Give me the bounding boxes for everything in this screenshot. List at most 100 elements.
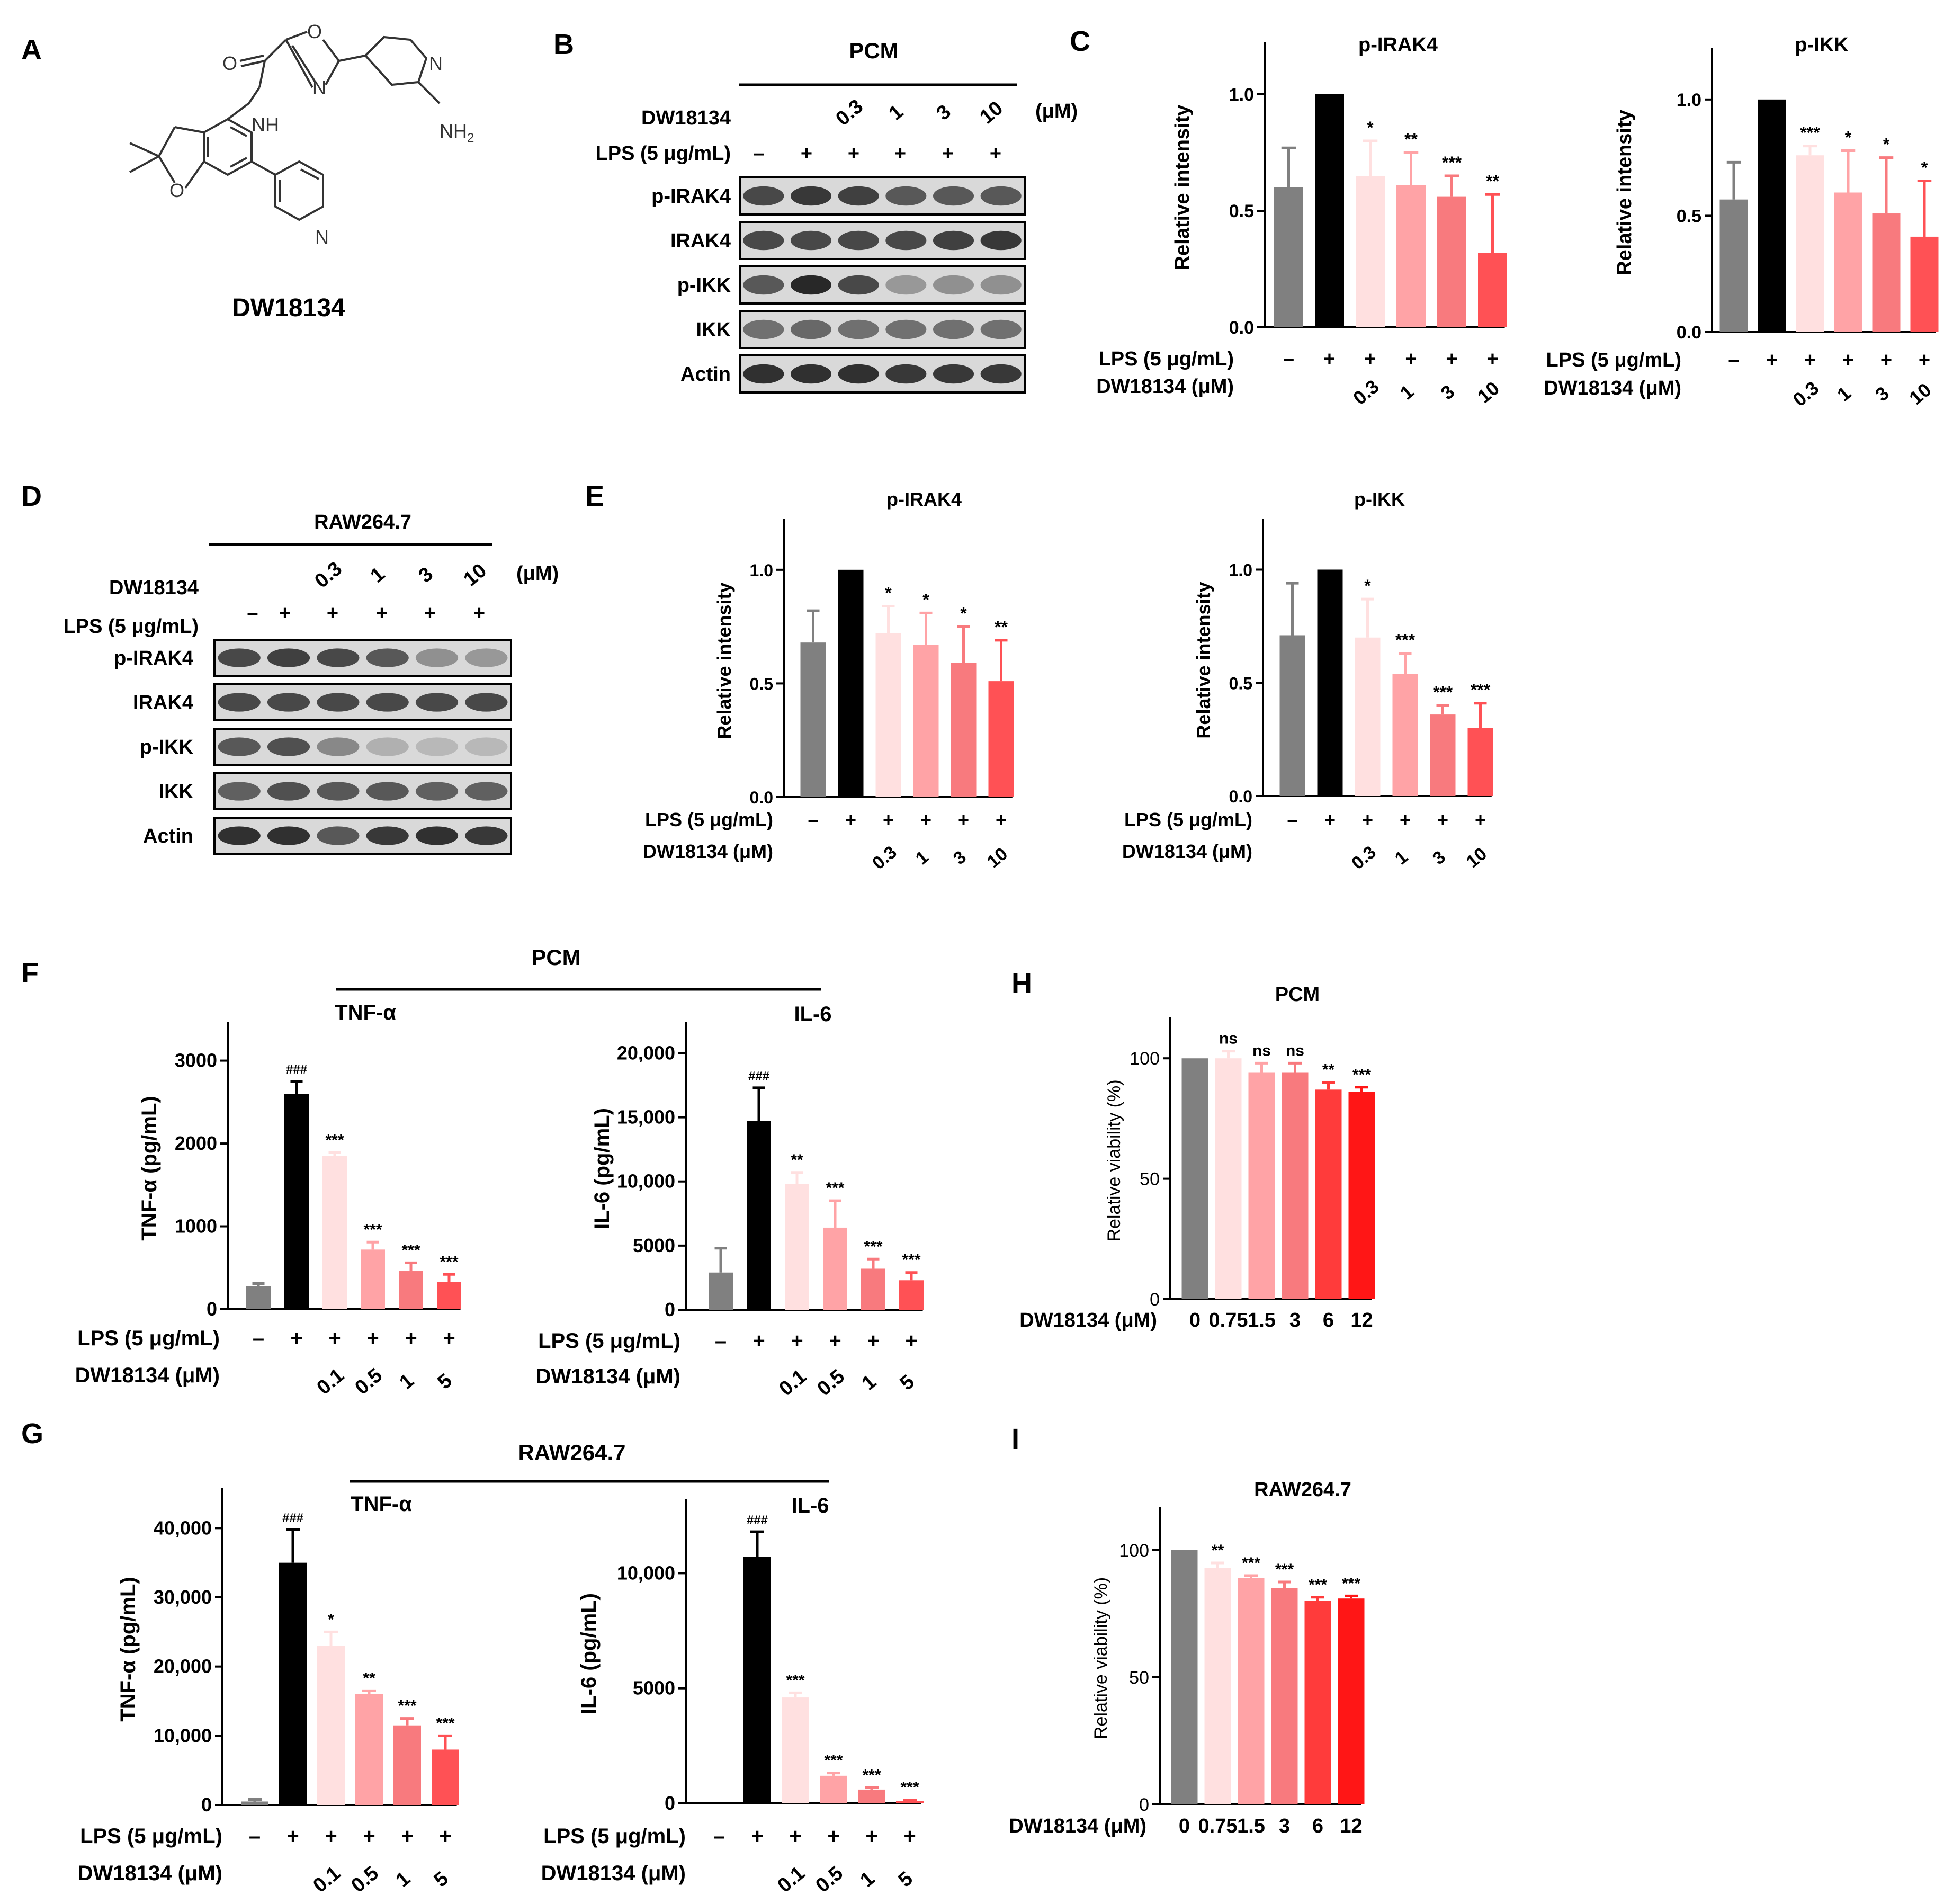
- atom-n-pyridine: N: [429, 52, 443, 74]
- x-lps-sign: –: [1728, 349, 1739, 371]
- blot-band: [465, 782, 508, 801]
- blot-band-label: p-IKK: [677, 274, 731, 297]
- panel-letter-f: F: [21, 957, 39, 989]
- blot-dose-label: 0.3: [832, 95, 867, 130]
- x-lps-sign: +: [1324, 809, 1336, 830]
- blot-lps-sign: +: [327, 602, 338, 624]
- chart-title: PCM: [1275, 984, 1320, 1006]
- blot-band-label: p-IKK: [140, 736, 194, 758]
- bar: [1356, 176, 1385, 327]
- blot-drug-label: DW18134: [641, 107, 731, 129]
- atom-n-oxazole: N: [312, 77, 326, 99]
- significance-label: ***: [1471, 681, 1491, 700]
- bar: [913, 645, 939, 797]
- blot-band: [366, 693, 409, 712]
- blot-cell-label: PCM: [849, 38, 898, 63]
- significance-label: ###: [282, 1511, 303, 1525]
- significance-label: **: [995, 618, 1008, 637]
- bar: [1315, 1089, 1342, 1299]
- group-header-raw: RAW264.7: [518, 1440, 625, 1465]
- y-tick-label: 0.0: [1229, 318, 1254, 338]
- blot-band: [790, 364, 832, 384]
- blot-band: [838, 319, 879, 339]
- x-dose-label: 10: [1463, 844, 1491, 872]
- y-axis-label: Relative intensity: [713, 582, 735, 739]
- bar: [838, 569, 864, 797]
- significance-label: ***: [1395, 631, 1416, 650]
- blot-band: [415, 693, 459, 712]
- significance-label: ###: [748, 1069, 769, 1084]
- x-lps-sign: +: [827, 1825, 839, 1848]
- chart-f-il6: IL-6 IL-6 (pg/mL) 0 5000 10,000 15,000 20,000 #…: [536, 1003, 924, 1400]
- blot-band: [415, 737, 459, 756]
- blot-bands: p-IRAK4 IRAK4 p-IKK IKK Actin: [114, 639, 512, 855]
- blot-band: [790, 275, 832, 295]
- y-axis-label: IL-6 (pg/mL): [590, 1108, 614, 1229]
- y-tick-label: 50: [1129, 1668, 1149, 1688]
- bar: [1758, 99, 1786, 333]
- bar: [1317, 569, 1343, 796]
- blot-band: [267, 693, 310, 712]
- y-axis-label: Relative intensity: [1171, 105, 1194, 271]
- blot-lps-label: LPS (5 μg/mL): [596, 142, 731, 165]
- chart-title: p-IKK: [1354, 488, 1405, 510]
- y-axis-label: Relative viability (%): [1104, 1079, 1124, 1241]
- significance-label: ***: [325, 1131, 344, 1149]
- significance-label: **: [363, 1669, 375, 1687]
- blot-pcm: PCM DW18134 (μM) LPS (5 μg/mL) 0.3 1 3 10 –…: [596, 38, 1078, 394]
- x-lps-sign: +: [1919, 349, 1930, 371]
- bar: [284, 1094, 309, 1309]
- x-lps-sign: +: [401, 1825, 413, 1848]
- blot-band: [933, 364, 974, 384]
- x-lps-sign: +: [996, 809, 1007, 830]
- blot-band: [933, 230, 974, 251]
- y-tick-label: 0: [665, 1299, 675, 1320]
- y-axis-label: TNF-α (pg/mL): [138, 1096, 161, 1240]
- x-dose-label: 0.1: [774, 1862, 809, 1897]
- atom-nh: NH: [252, 114, 279, 136]
- x-dose-label: 0.5: [812, 1862, 847, 1897]
- benzene-ring: [203, 118, 253, 176]
- x-lps-sign: +: [883, 809, 894, 830]
- blot-band: [267, 648, 310, 667]
- bar: [241, 1801, 268, 1805]
- bar: [1279, 635, 1305, 796]
- bar: [1215, 1058, 1242, 1299]
- chart-title: IL-6: [791, 1494, 829, 1517]
- blot-band: [218, 648, 261, 667]
- x-tick-label: 1.5: [1248, 1309, 1276, 1331]
- blot-lps-signs: – + + + + +: [753, 142, 1001, 165]
- row-label-dose: DW18134 (μM): [1544, 377, 1681, 399]
- bar: [1204, 1568, 1231, 1804]
- x-lps-sign: –: [1283, 348, 1294, 370]
- blot-band: [980, 230, 1022, 251]
- significance-label: ***: [824, 1752, 843, 1769]
- x-lps-sign: +: [1362, 809, 1373, 830]
- x-dose-label: 0.5: [813, 1365, 849, 1400]
- x-dose-label: 0.3: [1348, 842, 1380, 873]
- y-tick-label: 5000: [633, 1235, 675, 1256]
- blot-dose-label: 0.3: [311, 558, 346, 593]
- x-dose-label: 1: [856, 1867, 879, 1892]
- blot-band: [980, 364, 1022, 384]
- blot-band: [415, 782, 459, 801]
- y-tick-label: 0: [665, 1792, 675, 1814]
- chart-title: p-IRAK4: [886, 488, 962, 510]
- blot-strip: [213, 683, 512, 721]
- blot-band: [415, 826, 459, 845]
- bar: [785, 1184, 809, 1310]
- blot-lps-sign: +: [376, 602, 388, 624]
- y-tick-label: 1.0: [1677, 90, 1701, 110]
- y-tick-label: 1.0: [750, 561, 773, 580]
- blot-band: [885, 230, 927, 251]
- blot-unit-label: (μM): [1035, 100, 1078, 122]
- x-dose-label: 1: [1833, 382, 1855, 405]
- row-label-dose: DW18134 (μM): [541, 1862, 686, 1885]
- x-lps-sign: +: [751, 1825, 763, 1848]
- y-tick-label: 0.5: [1677, 206, 1701, 226]
- blot-band: [218, 782, 261, 801]
- x-lps-sign: –: [713, 1825, 725, 1848]
- bar: [355, 1694, 383, 1805]
- y-tick-label: 15,000: [617, 1106, 675, 1128]
- blot-band: [885, 275, 927, 295]
